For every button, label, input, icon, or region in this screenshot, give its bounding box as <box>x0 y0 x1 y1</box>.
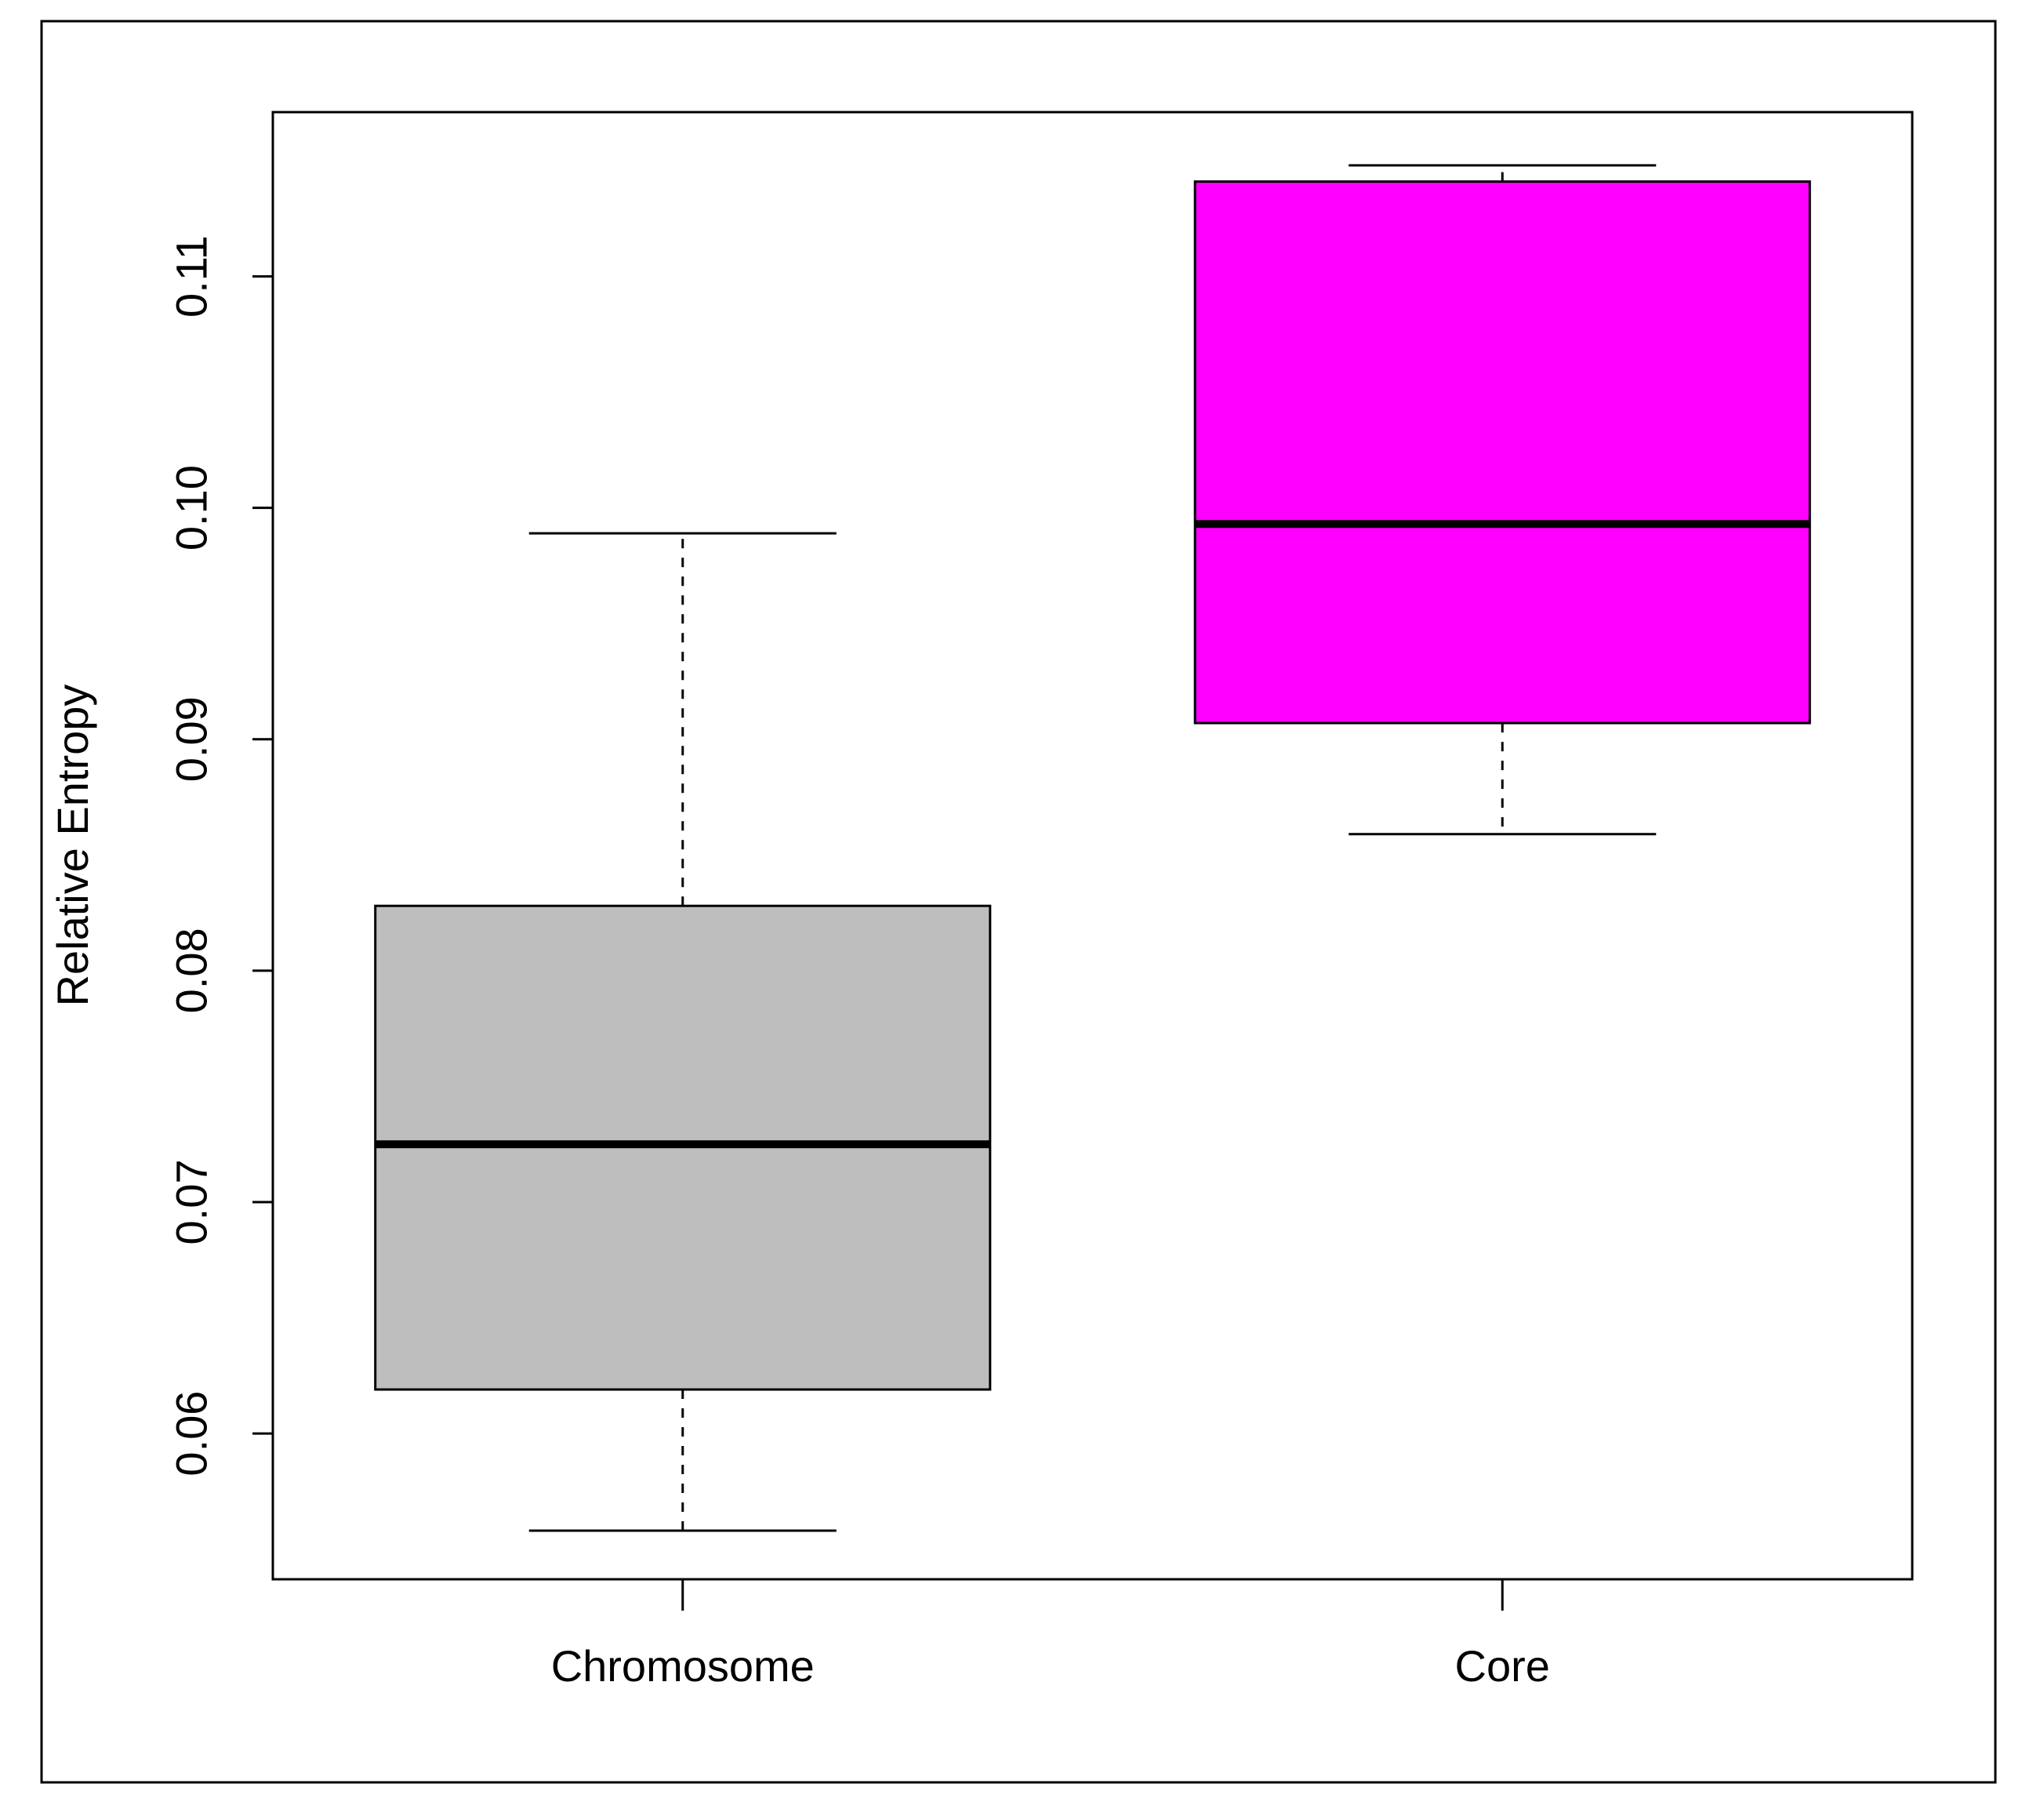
chromosome-category-label: Chromosome <box>551 1641 815 1691</box>
y-tick-label-3: 0.09 <box>167 696 216 782</box>
y-axis-label: Relative Entropy <box>48 685 97 1007</box>
core-category-label: Core <box>1455 1641 1550 1691</box>
y-tick-label-1: 0.07 <box>167 1159 216 1244</box>
y-tick-label-5: 0.11 <box>167 235 216 318</box>
y-tick-label-4: 0.10 <box>167 465 216 550</box>
core-box <box>1193 180 1811 725</box>
y-tick-label-0: 0.06 <box>167 1391 216 1477</box>
plot-layer: 0.06 0.07 0.08 0.09 0.10 0.11 Chromosome Core <box>167 164 1811 1691</box>
plot-frame <box>271 111 1914 1581</box>
y-tick-label-2: 0.08 <box>167 928 216 1013</box>
